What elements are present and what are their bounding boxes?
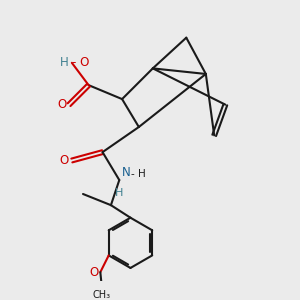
Text: O: O [90,266,99,279]
Text: - H: - H [131,169,146,179]
Text: O: O [57,98,66,111]
Text: O: O [60,154,69,167]
Text: N: N [122,166,130,178]
Text: - O: - O [72,56,89,69]
Text: H: H [60,56,69,69]
Text: CH₃: CH₃ [93,290,111,300]
Text: H: H [115,188,124,198]
